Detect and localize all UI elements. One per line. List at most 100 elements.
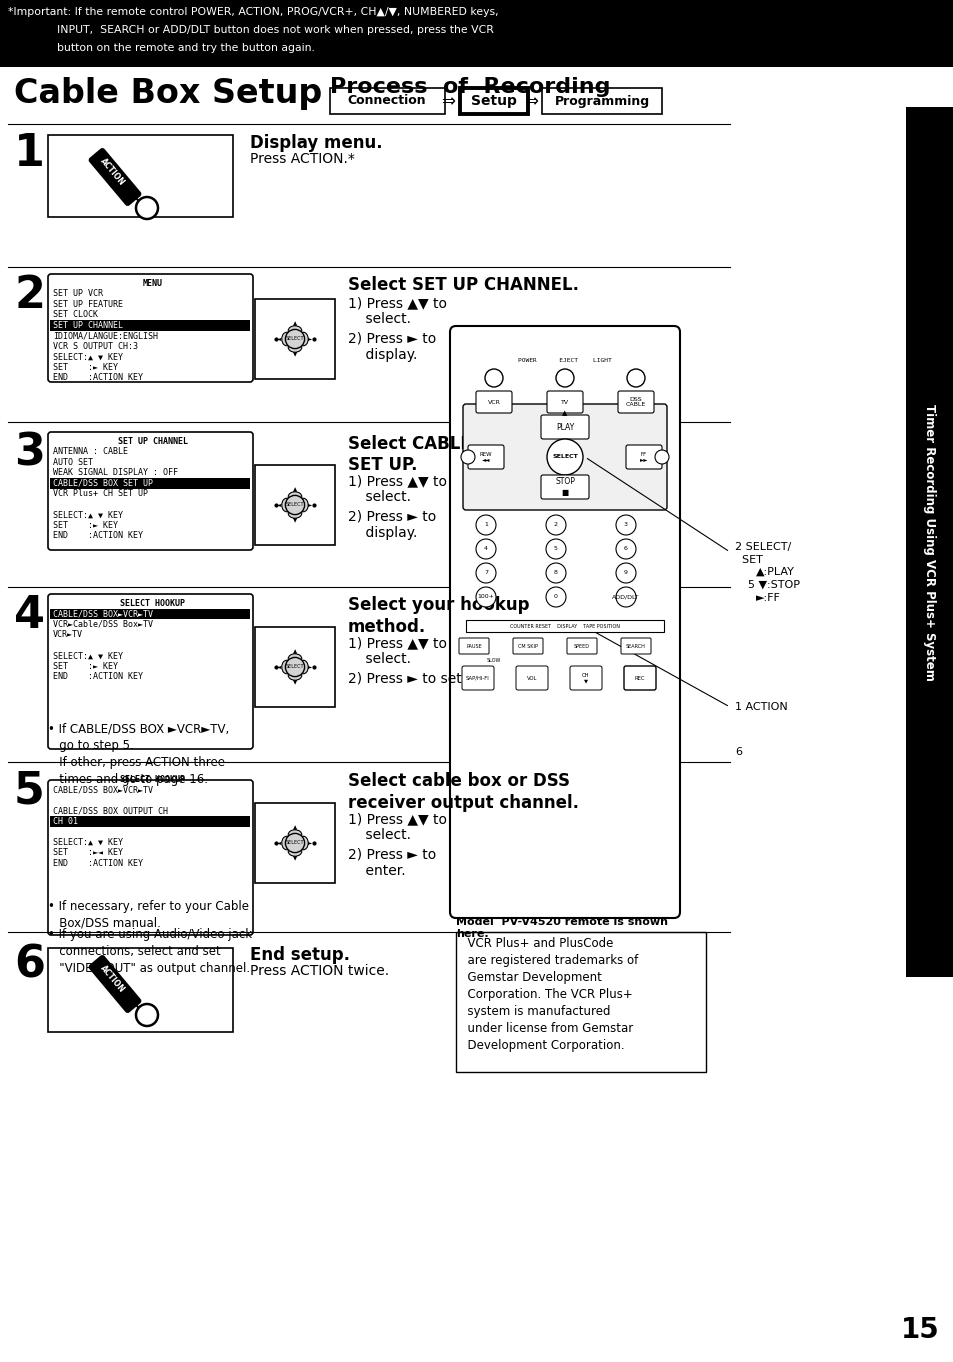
Text: ▲: ▲ — [293, 486, 296, 492]
Text: *Important: If the remote control POWER, ACTION, PROG/VCR+, CH▲/▼, NUMBERED keys: *Important: If the remote control POWER,… — [8, 7, 498, 16]
Text: SELECT:▲ ▼ KEY: SELECT:▲ ▼ KEY — [53, 651, 123, 661]
FancyBboxPatch shape — [461, 666, 494, 691]
Ellipse shape — [288, 326, 301, 335]
FancyBboxPatch shape — [620, 637, 650, 654]
Ellipse shape — [298, 332, 308, 346]
Text: Setup: Setup — [471, 94, 517, 108]
Text: 100+: 100+ — [477, 594, 494, 599]
Text: SET: SET — [734, 554, 762, 565]
Text: WEAK SIGNAL DISPLAY : OFF: WEAK SIGNAL DISPLAY : OFF — [53, 469, 178, 477]
Ellipse shape — [288, 847, 301, 857]
Circle shape — [626, 369, 644, 387]
Text: CH
▼: CH ▼ — [581, 673, 589, 684]
Text: End setup.: End setup. — [250, 947, 350, 964]
Ellipse shape — [288, 670, 301, 680]
Circle shape — [460, 449, 475, 464]
Text: 2) Press ► to: 2) Press ► to — [348, 509, 436, 524]
Text: select.: select. — [348, 652, 411, 666]
FancyBboxPatch shape — [513, 637, 542, 654]
FancyBboxPatch shape — [625, 445, 661, 469]
Bar — [50, 478, 250, 489]
Text: Timer Recording Using VCR Plus+ System: Timer Recording Using VCR Plus+ System — [923, 403, 936, 681]
Text: 6: 6 — [14, 944, 45, 987]
Text: select.: select. — [348, 828, 411, 842]
Text: 1) Press ▲▼ to: 1) Press ▲▼ to — [348, 636, 447, 650]
Bar — [905, 108, 953, 977]
Text: SELECT: SELECT — [286, 336, 304, 342]
Text: select.: select. — [348, 490, 411, 504]
FancyBboxPatch shape — [516, 666, 547, 691]
Ellipse shape — [288, 508, 301, 518]
Text: 3: 3 — [14, 432, 45, 475]
Text: SET    :►◄ KEY: SET :►◄ KEY — [53, 849, 123, 857]
Ellipse shape — [288, 829, 301, 839]
Text: COUNTER RESET    DISPLAY    TAPE POSITION: COUNTER RESET DISPLAY TAPE POSITION — [510, 624, 619, 628]
Circle shape — [545, 563, 565, 583]
Text: 1: 1 — [483, 523, 487, 527]
Text: 1) Press ▲▼ to: 1) Press ▲▼ to — [348, 296, 447, 311]
Text: Select CABLE/DSS BOX
SET UP.: Select CABLE/DSS BOX SET UP. — [348, 434, 559, 474]
Text: REW
◄◄: REW ◄◄ — [479, 452, 492, 463]
FancyBboxPatch shape — [623, 666, 656, 691]
Text: SET UP CHANNEL: SET UP CHANNEL — [53, 320, 123, 330]
Text: SELECT:▲ ▼ KEY: SELECT:▲ ▼ KEY — [53, 838, 123, 847]
Text: 2) Press ► to: 2) Press ► to — [348, 332, 436, 346]
Text: SET UP CHANNEL: SET UP CHANNEL — [118, 437, 188, 445]
Text: ▼: ▼ — [293, 353, 296, 357]
Circle shape — [285, 834, 304, 853]
FancyBboxPatch shape — [48, 274, 253, 381]
Text: CABLE/DSS BOX►VCR►TV: CABLE/DSS BOX►VCR►TV — [53, 609, 152, 618]
Circle shape — [476, 587, 496, 607]
Text: 1: 1 — [14, 132, 45, 174]
Circle shape — [545, 587, 565, 607]
Text: SELECT:▲ ▼ KEY: SELECT:▲ ▼ KEY — [53, 511, 123, 519]
Circle shape — [285, 330, 304, 349]
Circle shape — [546, 439, 582, 475]
Text: Select SET UP CHANNEL.: Select SET UP CHANNEL. — [348, 276, 578, 294]
Text: SEARCH: SEARCH — [625, 643, 645, 648]
Text: • If CABLE/DSS BOX ►VCR►TV,
   go to step 5.
   If other, press ACTION three
   : • If CABLE/DSS BOX ►VCR►TV, go to step 5… — [48, 722, 229, 786]
Text: STOP
■: STOP ■ — [555, 477, 575, 497]
Text: 2 SELECT/: 2 SELECT/ — [734, 542, 790, 552]
Bar — [50, 816, 250, 827]
Circle shape — [556, 369, 574, 387]
FancyBboxPatch shape — [48, 780, 253, 934]
Text: SET CLOCK: SET CLOCK — [53, 311, 98, 319]
Bar — [254, 300, 335, 379]
Text: END    :ACTION KEY: END :ACTION KEY — [53, 859, 143, 868]
Text: SAP/HI-FI: SAP/HI-FI — [466, 676, 489, 681]
Circle shape — [136, 1004, 158, 1026]
Text: ▲: ▲ — [561, 410, 567, 415]
Text: SET    :► KEY: SET :► KEY — [53, 662, 118, 670]
FancyBboxPatch shape — [569, 666, 601, 691]
Text: CABLE/DSS BOX►VCR►TV: CABLE/DSS BOX►VCR►TV — [53, 786, 152, 794]
Bar — [459, 89, 527, 114]
Text: 1) Press ▲▼ to: 1) Press ▲▼ to — [348, 474, 447, 488]
Text: SELECT: SELECT — [286, 503, 304, 508]
Bar — [456, 932, 705, 1072]
Text: END    :ACTION KEY: END :ACTION KEY — [53, 531, 143, 541]
Text: VCR Plus+ CH SET UP: VCR Plus+ CH SET UP — [53, 489, 148, 498]
Text: END    :ACTION KEY: END :ACTION KEY — [53, 373, 143, 383]
Bar — [541, 89, 661, 114]
Text: SELECT: SELECT — [286, 665, 304, 670]
Circle shape — [616, 587, 636, 607]
Text: CH 01: CH 01 — [53, 817, 78, 825]
Text: SLOW: SLOW — [486, 658, 500, 662]
Text: PLAY: PLAY — [556, 422, 574, 432]
Text: 2: 2 — [554, 523, 558, 527]
Text: Select cable box or DSS
receiver output channel.: Select cable box or DSS receiver output … — [348, 772, 578, 812]
Text: ▲: ▲ — [293, 648, 296, 654]
Circle shape — [476, 563, 496, 583]
Text: Connection: Connection — [347, 94, 426, 108]
Ellipse shape — [288, 492, 301, 501]
Ellipse shape — [288, 343, 301, 353]
Text: ⇒: ⇒ — [440, 93, 455, 110]
Text: CM SKIP: CM SKIP — [517, 643, 537, 648]
Text: Process  of  Recording: Process of Recording — [330, 78, 610, 97]
Circle shape — [545, 515, 565, 535]
Text: SET    :► KEY: SET :► KEY — [53, 520, 118, 530]
Circle shape — [285, 658, 304, 677]
Text: SPEED: SPEED — [574, 643, 589, 648]
Text: VCR: VCR — [487, 399, 500, 405]
